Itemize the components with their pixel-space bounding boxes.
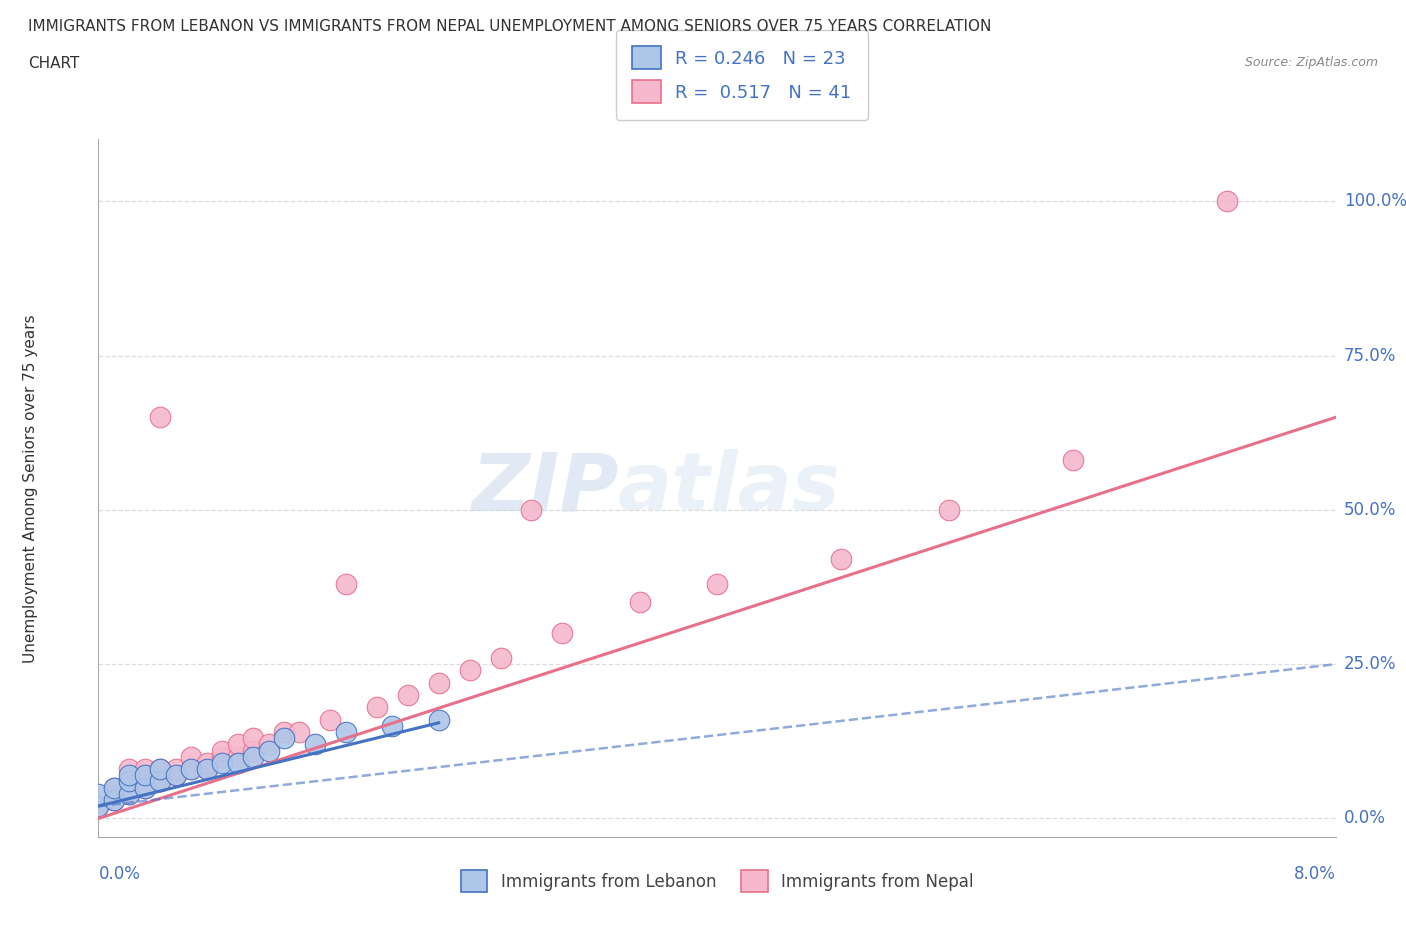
Point: [551, 626, 574, 641]
Point: [118, 787, 141, 802]
Point: [226, 755, 249, 770]
Point: [489, 651, 512, 666]
Point: [195, 762, 218, 777]
Point: [134, 768, 156, 783]
Point: [211, 743, 233, 758]
Point: [226, 737, 249, 751]
Point: [427, 675, 450, 690]
Text: Source: ZipAtlas.com: Source: ZipAtlas.com: [1244, 56, 1378, 69]
Point: [242, 743, 264, 758]
Point: [87, 799, 110, 814]
Point: [118, 774, 141, 789]
Point: [458, 663, 481, 678]
Point: [103, 792, 125, 807]
Point: [195, 755, 218, 770]
Point: [87, 787, 110, 802]
Point: [1062, 453, 1084, 468]
Point: [165, 762, 187, 777]
Point: [211, 755, 233, 770]
Text: 0.0%: 0.0%: [1344, 809, 1386, 828]
Point: [134, 780, 156, 795]
Point: [149, 762, 172, 777]
Point: [149, 410, 172, 425]
Point: [180, 750, 202, 764]
Point: [257, 743, 280, 758]
Point: [103, 780, 125, 795]
Point: [335, 724, 357, 739]
Point: [242, 731, 264, 746]
Point: [1216, 193, 1239, 208]
Point: [427, 712, 450, 727]
Point: [134, 780, 156, 795]
Point: [257, 737, 280, 751]
Text: IMMIGRANTS FROM LEBANON VS IMMIGRANTS FROM NEPAL UNEMPLOYMENT AMONG SENIORS OVER: IMMIGRANTS FROM LEBANON VS IMMIGRANTS FR…: [28, 19, 991, 33]
Point: [381, 719, 404, 734]
Point: [180, 762, 202, 777]
Point: [195, 762, 218, 777]
Point: [628, 595, 651, 610]
Point: [149, 774, 172, 789]
Point: [335, 577, 357, 591]
Point: [830, 551, 852, 566]
Point: [103, 792, 125, 807]
Point: [304, 737, 326, 751]
Text: 100.0%: 100.0%: [1344, 193, 1406, 210]
Text: atlas: atlas: [619, 449, 841, 527]
Point: [273, 731, 295, 746]
Text: 25.0%: 25.0%: [1344, 655, 1396, 673]
Point: [165, 768, 187, 783]
Point: [118, 787, 141, 802]
Point: [520, 502, 543, 517]
Point: [134, 768, 156, 783]
Point: [273, 724, 295, 739]
Point: [319, 712, 342, 727]
Text: 50.0%: 50.0%: [1344, 501, 1396, 519]
Text: CHART: CHART: [28, 56, 80, 71]
Point: [396, 687, 419, 702]
Point: [118, 768, 141, 783]
Text: Unemployment Among Seniors over 75 years: Unemployment Among Seniors over 75 years: [22, 314, 38, 662]
Point: [706, 577, 728, 591]
Text: 0.0%: 0.0%: [98, 865, 141, 883]
Point: [103, 780, 125, 795]
Point: [211, 750, 233, 764]
Point: [118, 762, 141, 777]
Point: [226, 750, 249, 764]
Point: [165, 768, 187, 783]
Point: [242, 750, 264, 764]
Point: [149, 774, 172, 789]
Text: 75.0%: 75.0%: [1344, 347, 1396, 365]
Point: [134, 762, 156, 777]
Point: [366, 700, 388, 715]
Point: [288, 724, 311, 739]
Point: [180, 762, 202, 777]
Point: [938, 502, 960, 517]
Legend: Immigrants from Lebanon, Immigrants from Nepal: Immigrants from Lebanon, Immigrants from…: [454, 864, 980, 898]
Text: ZIP: ZIP: [471, 449, 619, 527]
Point: [149, 762, 172, 777]
Point: [87, 799, 110, 814]
Text: 8.0%: 8.0%: [1294, 865, 1336, 883]
